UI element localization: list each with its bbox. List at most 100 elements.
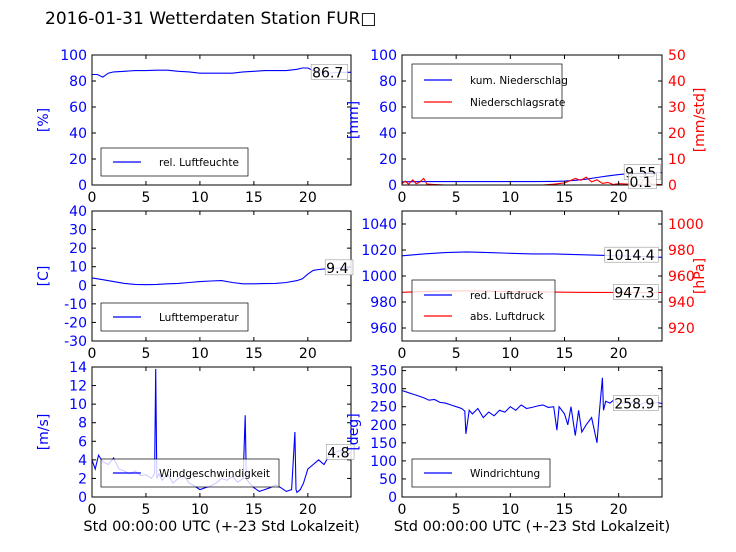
panel-middle-right-annotation-box-1 bbox=[613, 284, 659, 300]
panel-middle-left-ytick-label: 0 bbox=[78, 278, 87, 294]
panel-top-right-ytick-label: 60 bbox=[379, 100, 397, 116]
panel-bottom-left-ytick-label: 0 bbox=[78, 490, 87, 506]
panel-middle-right-legend-box bbox=[411, 279, 556, 332]
panel-middle-left-ytick-label: 20 bbox=[69, 241, 87, 257]
panel-middle-right-xtick-label: 15 bbox=[556, 346, 574, 362]
panel-top-right-legend-box bbox=[411, 63, 563, 119]
panel-top-left-xtick-label: 15 bbox=[245, 190, 263, 206]
panel-middle-left-series-line-0 bbox=[91, 267, 351, 286]
panel-bottom-right-ytick-label: 300 bbox=[370, 382, 397, 398]
panel-bottom-right-ytick-label: 100 bbox=[370, 454, 397, 470]
panel-middle-right-ytick-label: 1020 bbox=[361, 243, 397, 259]
panel-top-left-xtick-label: 10 bbox=[191, 190, 209, 206]
panel-bottom-right-series-line-0 bbox=[401, 377, 663, 443]
panel-top-left-axes-frame bbox=[91, 54, 352, 186]
panel-top-right-ytick-label: 100 bbox=[370, 48, 397, 64]
panel-bottom-right-xtick-label: 15 bbox=[556, 502, 574, 518]
panel-top-right-legend-label-1: Niederschlagsrate bbox=[470, 97, 565, 109]
panel-bottom-right-ytick-label: 150 bbox=[370, 436, 397, 452]
panel-middle-right-y2label: [hPa] bbox=[692, 258, 708, 294]
panel-top-right-y2tick-label: 20 bbox=[668, 126, 686, 142]
panel-top-right-series-line-0 bbox=[401, 172, 663, 183]
panel-top-right-y2tick-label: 10 bbox=[668, 152, 686, 168]
panel-top-right-axes-frame bbox=[401, 54, 663, 186]
panel-middle-right-y2tick-label: 940 bbox=[668, 295, 695, 311]
panel-bottom-left-ylabel: [m/s] bbox=[36, 414, 52, 451]
panel-middle-left-ytick-label: -30 bbox=[64, 334, 87, 350]
panel-middle-left-ylabel: [C] bbox=[36, 266, 52, 287]
panel-top-left-ytick-label: 40 bbox=[69, 126, 87, 142]
panel-top-right-ylabel: [mm] bbox=[346, 101, 362, 139]
panel-bottom-left-xtick-label: 10 bbox=[191, 502, 209, 518]
panel-middle-left-ytick-label: -20 bbox=[64, 315, 87, 331]
panel-top-left-annotation-0: 86.7 bbox=[312, 65, 343, 81]
panel-top-left-xtick-label: 5 bbox=[141, 190, 150, 206]
panel-bottom-right-ytick-label: 50 bbox=[379, 472, 397, 488]
panel-bottom-right-xtick-label: 20 bbox=[610, 502, 628, 518]
panel-bottom-right-ytick-label: 250 bbox=[370, 400, 397, 416]
panel-middle-right-ytick-label: 980 bbox=[370, 295, 397, 311]
panel-top-right-ytick-label: 40 bbox=[379, 126, 397, 142]
panel-bottom-left-ytick-label: 4 bbox=[78, 453, 87, 469]
panel-bottom-right-xtick-label: 0 bbox=[398, 502, 407, 518]
panel-middle-right-annotation-1: 947.3 bbox=[614, 286, 654, 302]
panel-middle-left-annotation-box-0 bbox=[324, 259, 354, 276]
panel-top-right-xtick-label: 20 bbox=[610, 190, 628, 206]
panel-top-left-ytick-label: 0 bbox=[78, 178, 87, 194]
panel-bottom-right-xlabel: Std 00:00:00 UTC (+-23 Std Lokalzeit) bbox=[394, 519, 670, 535]
panel-middle-right-legend-label-0: red. Luftdruck bbox=[470, 290, 544, 302]
panel-top-right-y2label: [mm/std] bbox=[692, 88, 708, 153]
panel-middle-left-xtick-label: 10 bbox=[191, 346, 209, 362]
panel-middle-right-y2tick-label: 980 bbox=[668, 243, 695, 259]
panel-top-left-legend-label-0: rel. Luftfeuchte bbox=[159, 157, 239, 169]
panel-top-right-annotation-box-1 bbox=[628, 173, 657, 190]
panel-top-right-xtick-label: 5 bbox=[452, 190, 461, 206]
panel-bottom-left-xtick-label: 5 bbox=[141, 502, 150, 518]
panel-top-left-xtick-label: 20 bbox=[299, 190, 317, 206]
panel-middle-left-annotation-0: 9.4 bbox=[326, 261, 348, 277]
panel-bottom-left-ytick-label: 8 bbox=[78, 416, 87, 432]
panel-bottom-left-annotation-0: 4.8 bbox=[327, 445, 349, 461]
panel-bottom-right-annotation-box-0 bbox=[613, 395, 659, 411]
panel-bottom-right-ytick-label: 350 bbox=[370, 364, 397, 380]
panel-bottom-left-ytick-label: 10 bbox=[69, 397, 87, 413]
panel-top-right-xtick-label: 0 bbox=[398, 190, 407, 206]
panel-top-left-annotation-box-0 bbox=[310, 63, 348, 80]
panel-top-right-y2tick-label: 40 bbox=[668, 74, 686, 90]
panel-middle-right-ytick-label: 960 bbox=[370, 321, 397, 337]
panel-middle-right-ytick-label: 1040 bbox=[361, 217, 397, 233]
panel-bottom-right-xtick-label: 10 bbox=[501, 502, 519, 518]
panel-middle-left-xtick-label: 5 bbox=[141, 346, 150, 362]
panel-bottom-right-ytick-label: 0 bbox=[388, 490, 397, 506]
panel-middle-left-ytick-label: 10 bbox=[69, 260, 87, 276]
panel-top-right-annotation-1: 0.1 bbox=[630, 175, 652, 191]
panel-bottom-right-ylabel: [deg] bbox=[346, 413, 362, 450]
panel-bottom-left-legend-label-0: Windgeschwindigkeit bbox=[159, 468, 270, 480]
panel-top-right-xtick-label: 15 bbox=[556, 190, 574, 206]
panel-top-right-y2tick-label: 30 bbox=[668, 100, 686, 116]
panel-bottom-right-legend-label-0: Windrichtung bbox=[470, 468, 540, 480]
panel-middle-right-xtick-label: 10 bbox=[501, 346, 519, 362]
panel-middle-right-annotation-0: 1014.4 bbox=[606, 248, 655, 264]
panel-top-right-series-line-1 bbox=[401, 174, 663, 186]
panel-bottom-left-xtick-label: 15 bbox=[245, 502, 263, 518]
panel-middle-left-ytick-label: -10 bbox=[64, 297, 87, 313]
panel-top-right-y2tick-label: 0 bbox=[668, 178, 677, 194]
panel-bottom-left-axes-frame bbox=[91, 366, 352, 498]
panel-bottom-left-ytick-label: 12 bbox=[69, 379, 87, 395]
panel-top-right-ytick-label: 20 bbox=[379, 152, 397, 168]
panel-top-right-xtick-label: 10 bbox=[501, 190, 519, 206]
panel-top-left-ytick-label: 20 bbox=[69, 152, 87, 168]
panel-middle-right-y2tick-label: 920 bbox=[668, 321, 695, 337]
panel-middle-left-axes-frame bbox=[91, 210, 352, 342]
panel-bottom-left-xlabel: Std 00:00:00 UTC (+-23 Std Lokalzeit) bbox=[83, 519, 359, 535]
panel-middle-right-xtick-label: 0 bbox=[398, 346, 407, 362]
panel-top-left-ytick-label: 80 bbox=[69, 74, 87, 90]
panel-middle-left-ytick-label: 30 bbox=[69, 223, 87, 239]
panel-middle-right-annotation-box-0 bbox=[604, 246, 659, 263]
panel-middle-right-ytick-label: 1000 bbox=[361, 269, 397, 285]
panel-bottom-left-xtick-label: 20 bbox=[299, 502, 317, 518]
panel-middle-right-xtick-label: 5 bbox=[452, 346, 461, 362]
panel-top-left-ylabel: [%] bbox=[36, 108, 52, 132]
